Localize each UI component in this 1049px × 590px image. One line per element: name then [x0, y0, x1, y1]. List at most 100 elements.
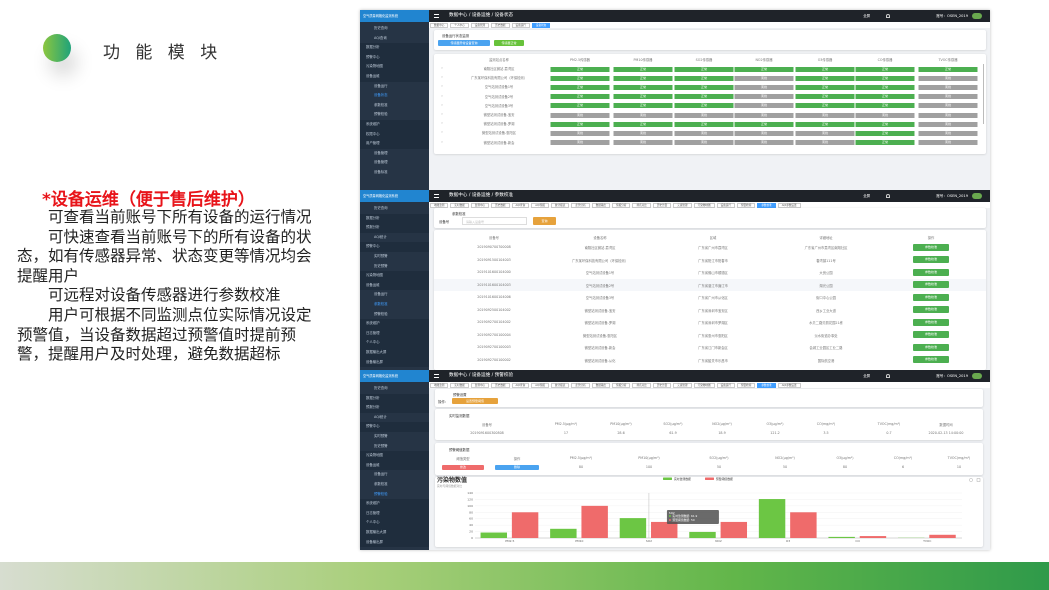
- tab[interactable]: AQI查询: [511, 202, 530, 208]
- tab[interactable]: 数据中心: [430, 22, 449, 28]
- tab[interactable]: 设备运行: [716, 202, 735, 208]
- sidebar-item[interactable]: 实时预警: [374, 254, 388, 258]
- sidebar-item[interactable]: 个人中心: [360, 518, 429, 528]
- calibrate-button[interactable]: 参数校准: [913, 281, 949, 288]
- expand-arrow-icon[interactable]: ›: [441, 139, 443, 144]
- sidebar-item[interactable]: 预警中心: [360, 52, 429, 63]
- sidebar-item[interactable]: 预警中心: [360, 242, 429, 252]
- sidebar-item[interactable]: 历史查询: [374, 206, 388, 210]
- tab[interactable]: 历史数据: [491, 22, 510, 28]
- tab[interactable]: 参数校准: [757, 382, 776, 388]
- sidebar-item[interactable]: 参数校准: [374, 102, 388, 107]
- sidebar-item[interactable]: 预警中心: [360, 422, 429, 432]
- avatar[interactable]: [972, 193, 982, 199]
- tab[interactable]: 数据输出: [591, 202, 611, 208]
- sidebar-item[interactable]: 数据分析: [360, 43, 429, 53]
- sidebar-item[interactable]: 系统维护: [360, 499, 429, 509]
- sidebar-item[interactable]: 设备输出屏: [360, 357, 429, 368]
- sidebar-item[interactable]: 日志管理: [360, 328, 429, 339]
- calibrate-button[interactable]: 参数校准: [913, 293, 949, 301]
- calibrate-button[interactable]: 参数校准: [913, 356, 949, 363]
- sidebar-item[interactable]: 设备运行: [374, 472, 388, 477]
- calibrate-button[interactable]: 参数校准: [913, 243, 949, 251]
- tab[interactable]: 监测中心: [470, 382, 490, 388]
- tab[interactable]: 污染物地图: [693, 202, 715, 208]
- tab[interactable]: 走势分析: [571, 202, 590, 208]
- sidebar-item[interactable]: 参数校准: [374, 482, 388, 486]
- tab[interactable]: 设备运行: [716, 382, 735, 388]
- sidebar-item[interactable]: AQI统计: [374, 414, 387, 419]
- sidebar-item[interactable]: 设备标准: [374, 170, 388, 174]
- sidebar-item[interactable]: 历史查询: [374, 26, 388, 30]
- menu-toggle-icon[interactable]: [434, 194, 439, 198]
- sidebar-item[interactable]: 设备运维: [360, 280, 429, 291]
- abnormal-query-button[interactable]: 传感器异常设备查询: [438, 40, 490, 46]
- tab[interactable]: 预警检验: [736, 382, 756, 388]
- tab[interactable]: 历史告警: [652, 202, 672, 208]
- tab[interactable]: 设备状态: [531, 22, 551, 28]
- tab[interactable]: 排名对比: [632, 382, 651, 388]
- tab[interactable]: AQI参数设置: [777, 202, 801, 208]
- sidebar-item[interactable]: AQI统计: [374, 234, 387, 239]
- scrollbar[interactable]: [982, 64, 984, 124]
- fullscreen-label[interactable]: 全屏: [863, 374, 870, 378]
- tab[interactable]: AQI预报: [531, 382, 549, 388]
- sidebar-item[interactable]: 用户管理: [360, 139, 429, 149]
- sidebar-item[interactable]: 污染物地图: [360, 451, 429, 461]
- device-number-input[interactable]: 请输入设备号: [462, 217, 527, 225]
- expand-arrow-icon[interactable]: ›: [441, 93, 443, 98]
- sidebar-item[interactable]: AQI查询: [374, 35, 387, 40]
- tab[interactable]: 统计报表: [550, 382, 570, 388]
- tab[interactable]: 设备运行: [511, 22, 530, 28]
- sidebar-item[interactable]: 数据分析: [360, 393, 429, 404]
- expand-arrow-icon[interactable]: ›: [441, 121, 443, 126]
- expand-arrow-icon[interactable]: ›: [441, 102, 443, 107]
- menu-toggle-icon[interactable]: [434, 14, 439, 18]
- expand-arrow-icon[interactable]: ›: [441, 84, 443, 89]
- menu-toggle-icon[interactable]: [434, 374, 439, 378]
- sidebar-item[interactable]: 日志管理: [360, 508, 429, 519]
- sidebar-item[interactable]: 设备运维: [360, 72, 429, 82]
- tab[interactable]: 污染物地图: [693, 382, 715, 388]
- avatar[interactable]: [972, 373, 982, 379]
- tab[interactable]: 排名对比: [632, 202, 651, 208]
- sidebar-item[interactable]: 历史查询: [374, 386, 388, 390]
- tab[interactable]: 历史告警: [652, 382, 672, 388]
- sidebar-item[interactable]: 预警校验: [374, 311, 388, 316]
- account-label[interactable]: 账号：OSEN_2019: [936, 14, 968, 18]
- bell-icon[interactable]: [886, 374, 890, 378]
- tab[interactable]: 历史数据: [491, 202, 510, 208]
- expand-arrow-icon[interactable]: ›: [441, 112, 443, 116]
- normal-button[interactable]: 传感器正常: [494, 40, 524, 46]
- calibrate-button[interactable]: 参数校准: [913, 318, 949, 326]
- sidebar-item[interactable]: 数据输出大屏: [360, 528, 429, 538]
- sidebar-item[interactable]: 污染物地图: [360, 62, 429, 72]
- calibrate-button[interactable]: 参数校准: [913, 256, 949, 263]
- tab[interactable]: 个人中心: [450, 22, 469, 28]
- edit-button[interactable]: 修改: [442, 465, 484, 470]
- tab[interactable]: 预警检验: [736, 202, 756, 208]
- tab[interactable]: 数据输出: [591, 382, 611, 388]
- sidebar-item[interactable]: 设备状态: [374, 93, 388, 98]
- tab[interactable]: 预报分析: [612, 382, 631, 388]
- account-label[interactable]: 账号：OSEN_2019: [936, 194, 968, 198]
- sidebar-item[interactable]: 数据分析: [360, 213, 429, 224]
- sidebar-item[interactable]: 设备运维: [360, 460, 429, 471]
- sidebar-item[interactable]: 设备运行: [374, 292, 388, 297]
- sidebar-item[interactable]: 设备管理: [374, 160, 388, 165]
- set-threshold-button[interactable]: 设置预警阈值: [452, 398, 498, 404]
- tab[interactable]: 地图监测: [430, 382, 449, 388]
- tab[interactable]: 地图监测: [430, 202, 449, 208]
- sidebar-item[interactable]: 预报分析: [360, 403, 429, 413]
- sidebar-item[interactable]: 设备管理: [374, 150, 388, 155]
- tab[interactable]: 元素管理: [673, 382, 692, 388]
- tab[interactable]: 参数校准: [757, 202, 776, 208]
- tab[interactable]: 统计报表: [550, 202, 570, 208]
- avatar[interactable]: [972, 13, 982, 19]
- sidebar-item[interactable]: 权限中心: [360, 129, 429, 140]
- tab[interactable]: 预报分析: [612, 202, 631, 208]
- tab[interactable]: 元素管理: [673, 202, 692, 208]
- calibrate-button[interactable]: 参数校准: [913, 306, 949, 313]
- account-label[interactable]: 账号：OSEN_2019: [936, 374, 968, 378]
- sidebar-item[interactable]: 预警校验: [374, 491, 388, 496]
